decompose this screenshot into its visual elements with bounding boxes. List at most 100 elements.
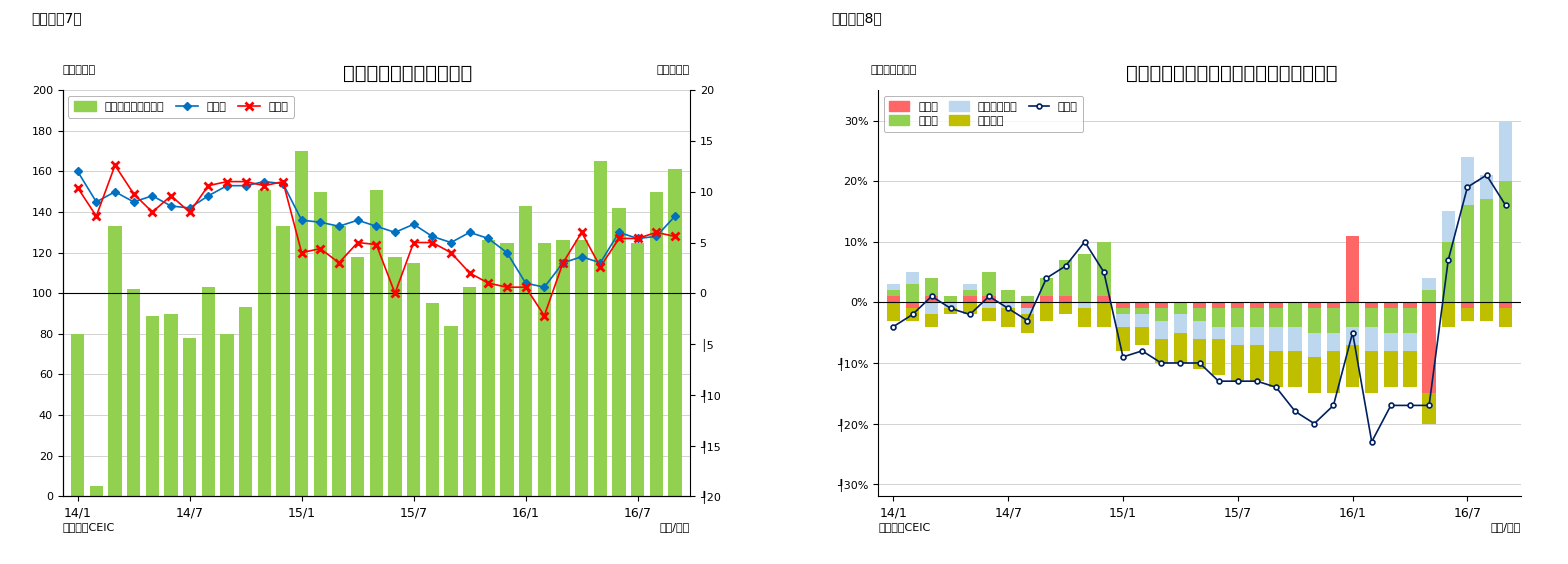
Bar xyxy=(1345,302,1359,327)
Bar xyxy=(1403,333,1416,351)
Bar xyxy=(1040,278,1054,296)
Bar xyxy=(1385,351,1397,387)
Bar xyxy=(1366,351,1378,393)
Bar xyxy=(519,206,532,496)
Bar xyxy=(238,307,252,496)
Bar xyxy=(963,290,977,296)
Bar xyxy=(165,314,177,496)
Bar xyxy=(1212,327,1225,339)
Bar xyxy=(1308,302,1320,309)
Text: （年/月）: （年/月） xyxy=(1491,522,1521,532)
Bar xyxy=(1058,296,1073,302)
Legend: 農産品, 製造品, 鉱業製品など, 石油ガス, 輸出額: 農産品, 製造品, 鉱業製品など, 石油ガス, 輸出額 xyxy=(884,96,1083,132)
Bar xyxy=(1289,351,1301,387)
Bar xyxy=(1270,302,1283,309)
Bar xyxy=(1193,309,1206,320)
Bar xyxy=(944,302,958,309)
Bar xyxy=(463,287,477,496)
Bar xyxy=(1058,302,1073,315)
Bar xyxy=(649,192,663,496)
Bar xyxy=(1021,309,1033,315)
Bar xyxy=(1193,339,1206,369)
Bar xyxy=(906,302,919,309)
Bar xyxy=(1116,315,1129,327)
Bar xyxy=(1098,296,1110,302)
Bar xyxy=(500,243,513,496)
Bar xyxy=(538,243,550,496)
Bar xyxy=(1422,278,1436,290)
Bar xyxy=(1098,302,1110,327)
Bar xyxy=(1308,357,1320,393)
Bar xyxy=(1135,327,1149,345)
Bar xyxy=(1345,327,1359,345)
Bar xyxy=(332,226,345,496)
Bar xyxy=(1098,242,1110,296)
Text: （億ドル）: （億ドル） xyxy=(657,65,690,76)
Bar xyxy=(1079,302,1091,309)
Bar xyxy=(906,272,919,284)
Bar xyxy=(983,296,996,302)
Text: （年/月）: （年/月） xyxy=(660,522,690,532)
Bar xyxy=(1385,309,1397,333)
Bar xyxy=(1385,333,1397,351)
Bar xyxy=(963,302,977,315)
Bar xyxy=(1212,309,1225,327)
Bar xyxy=(1366,302,1378,309)
Bar xyxy=(1499,181,1513,302)
Bar xyxy=(1231,309,1245,327)
Bar xyxy=(314,192,326,496)
Bar xyxy=(1135,302,1149,309)
Bar xyxy=(906,309,919,320)
Bar xyxy=(183,338,196,496)
Bar xyxy=(481,240,495,496)
Bar xyxy=(1270,351,1283,387)
Bar xyxy=(963,296,977,302)
Bar xyxy=(1002,290,1014,302)
Bar xyxy=(1270,309,1283,327)
Bar xyxy=(575,240,588,496)
Bar xyxy=(71,334,85,496)
Bar xyxy=(983,272,996,296)
Bar xyxy=(594,161,607,496)
Bar xyxy=(1480,199,1493,302)
Bar xyxy=(1002,302,1014,309)
Bar xyxy=(944,309,958,315)
Bar xyxy=(1289,327,1301,351)
Bar xyxy=(925,302,938,315)
Bar xyxy=(925,315,938,327)
Bar xyxy=(1308,333,1320,357)
Bar xyxy=(983,302,996,309)
Bar xyxy=(1403,351,1416,387)
Bar xyxy=(1174,315,1187,333)
Bar xyxy=(963,284,977,290)
Bar xyxy=(1212,339,1225,375)
Bar xyxy=(1135,315,1149,327)
Bar xyxy=(1480,175,1493,199)
Bar xyxy=(389,257,401,496)
Bar xyxy=(295,151,309,496)
Text: （図表＇7）: （図表＇7） xyxy=(31,11,82,25)
Bar xyxy=(1366,309,1378,327)
Title: インドネシア　輸出の伸び率（品目別）: インドネシア 輸出の伸び率（品目別） xyxy=(1126,64,1338,83)
Bar xyxy=(1154,339,1168,363)
Bar xyxy=(1308,309,1320,333)
Bar xyxy=(426,303,439,496)
Bar xyxy=(1499,309,1513,327)
Bar xyxy=(1174,302,1187,315)
Bar xyxy=(1002,309,1014,327)
Bar xyxy=(1040,296,1054,302)
Bar xyxy=(221,334,234,496)
Bar xyxy=(1250,302,1264,309)
Bar xyxy=(886,284,900,290)
Bar xyxy=(1403,309,1416,333)
Bar xyxy=(1079,309,1091,327)
Bar xyxy=(1021,296,1033,302)
Bar xyxy=(1289,302,1301,327)
Bar xyxy=(1270,327,1283,351)
Bar xyxy=(257,190,271,496)
Bar xyxy=(1154,320,1168,339)
Text: （資料）CEIC: （資料）CEIC xyxy=(878,522,930,532)
Bar xyxy=(444,326,458,496)
Bar xyxy=(886,296,900,302)
Bar xyxy=(1480,302,1493,320)
